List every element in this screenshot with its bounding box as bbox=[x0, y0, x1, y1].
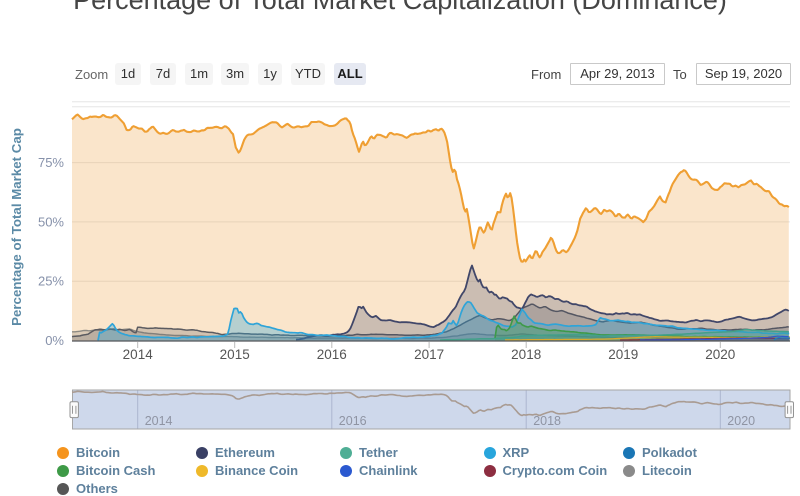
svg-text:2015: 2015 bbox=[220, 347, 250, 362]
svg-text:0%: 0% bbox=[45, 333, 64, 348]
svg-text:2018: 2018 bbox=[533, 414, 561, 428]
svg-text:2014: 2014 bbox=[123, 347, 154, 362]
svg-text:2018: 2018 bbox=[511, 347, 541, 362]
svg-text:2014: 2014 bbox=[145, 414, 173, 428]
svg-text:2016: 2016 bbox=[339, 414, 367, 428]
svg-text:75%: 75% bbox=[38, 155, 64, 170]
svg-text:2019: 2019 bbox=[608, 347, 638, 362]
svg-text:50%: 50% bbox=[38, 214, 64, 229]
svg-text:2017: 2017 bbox=[414, 347, 444, 362]
svg-text:2016: 2016 bbox=[317, 347, 347, 362]
svg-text:25%: 25% bbox=[38, 274, 64, 289]
svg-text:Percentage of Total Market Cap: Percentage of Total Market Cap bbox=[9, 128, 24, 326]
svg-text:2020: 2020 bbox=[727, 414, 755, 428]
svg-text:2020: 2020 bbox=[705, 347, 735, 362]
